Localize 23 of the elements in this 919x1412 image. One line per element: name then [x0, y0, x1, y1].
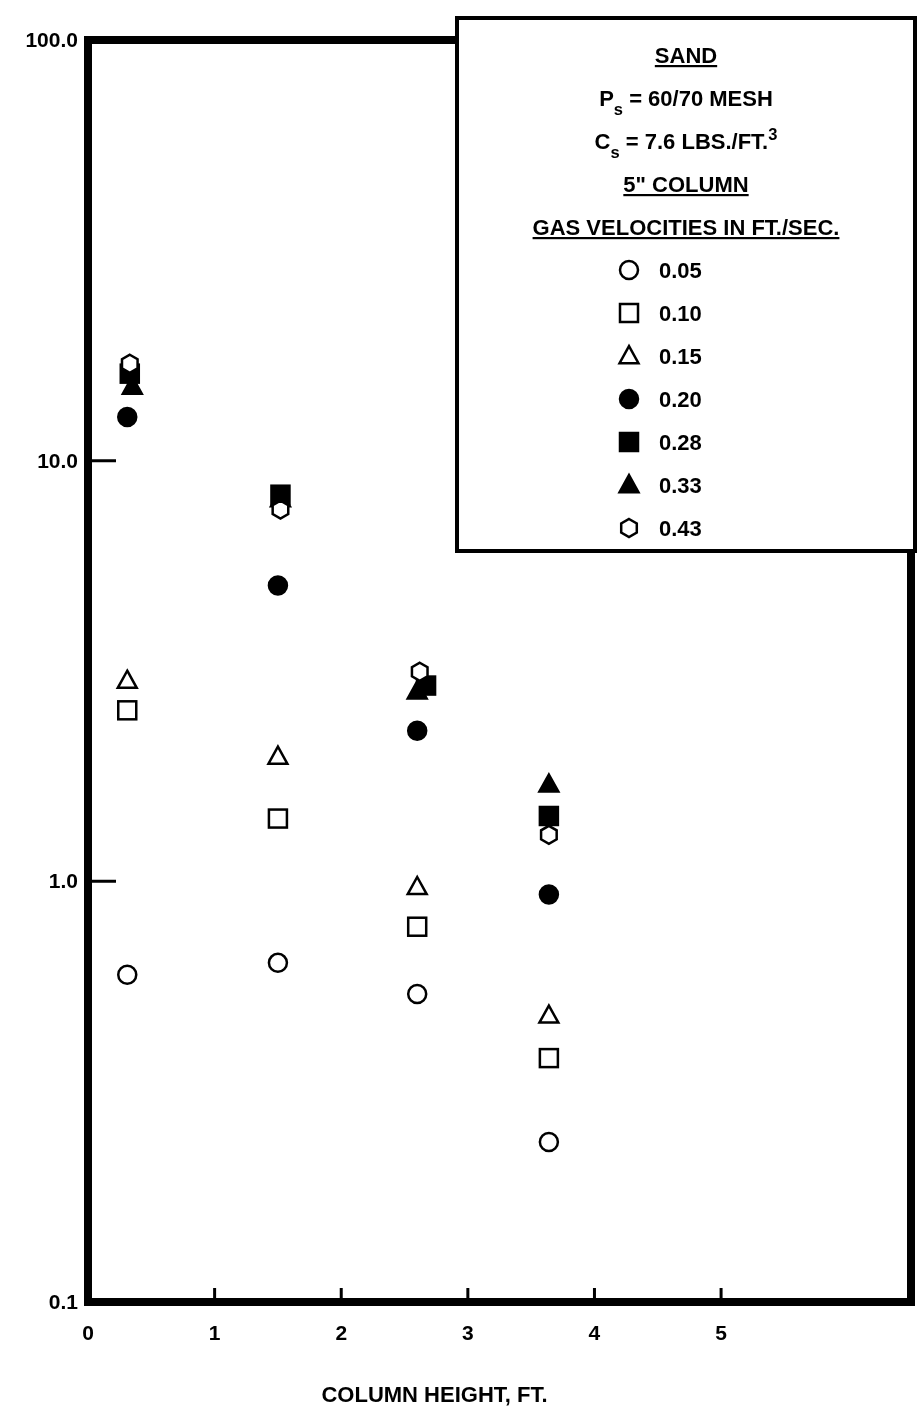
x-tick-label: 0 [82, 1321, 94, 1344]
annotation: GAS VELOCITIES IN FT./SEC. [532, 215, 840, 240]
y-tick-label: 0.1 [48, 1290, 79, 1313]
legend-title: SAND [654, 43, 718, 68]
legend-label: 0.33 [659, 473, 702, 498]
y-tick-label: 1.0 [48, 869, 78, 893]
legend-label: 0.15 [659, 344, 702, 369]
x-axis-title: COLUMN HEIGHT, FT. [321, 1382, 548, 1407]
x-tick-label: 2 [335, 1321, 348, 1344]
y-tick-label: 10.0 [37, 448, 78, 472]
legend-label: 0.28 [659, 430, 702, 455]
annotation: C$_{s}$ = 7.6 LBS./FT.$^{3}$ [594, 125, 778, 161]
y-tick-label: 100.0 [25, 28, 78, 51]
legend-label: 0.20 [659, 387, 702, 412]
x-tick-label: 4 [588, 1321, 601, 1344]
annotation: P$_{s}$ = 60/70 MESH [599, 86, 773, 118]
x-tick-label: 5 [715, 1321, 728, 1344]
legend-label: 0.43 [659, 516, 702, 541]
legend-label: 0.10 [659, 301, 702, 326]
legend-label: 0.05 [659, 258, 702, 283]
annotation: 5" COLUMN [623, 172, 749, 197]
x-tick-label: 3 [462, 1321, 474, 1344]
x-tick-label: 1 [208, 1321, 221, 1344]
